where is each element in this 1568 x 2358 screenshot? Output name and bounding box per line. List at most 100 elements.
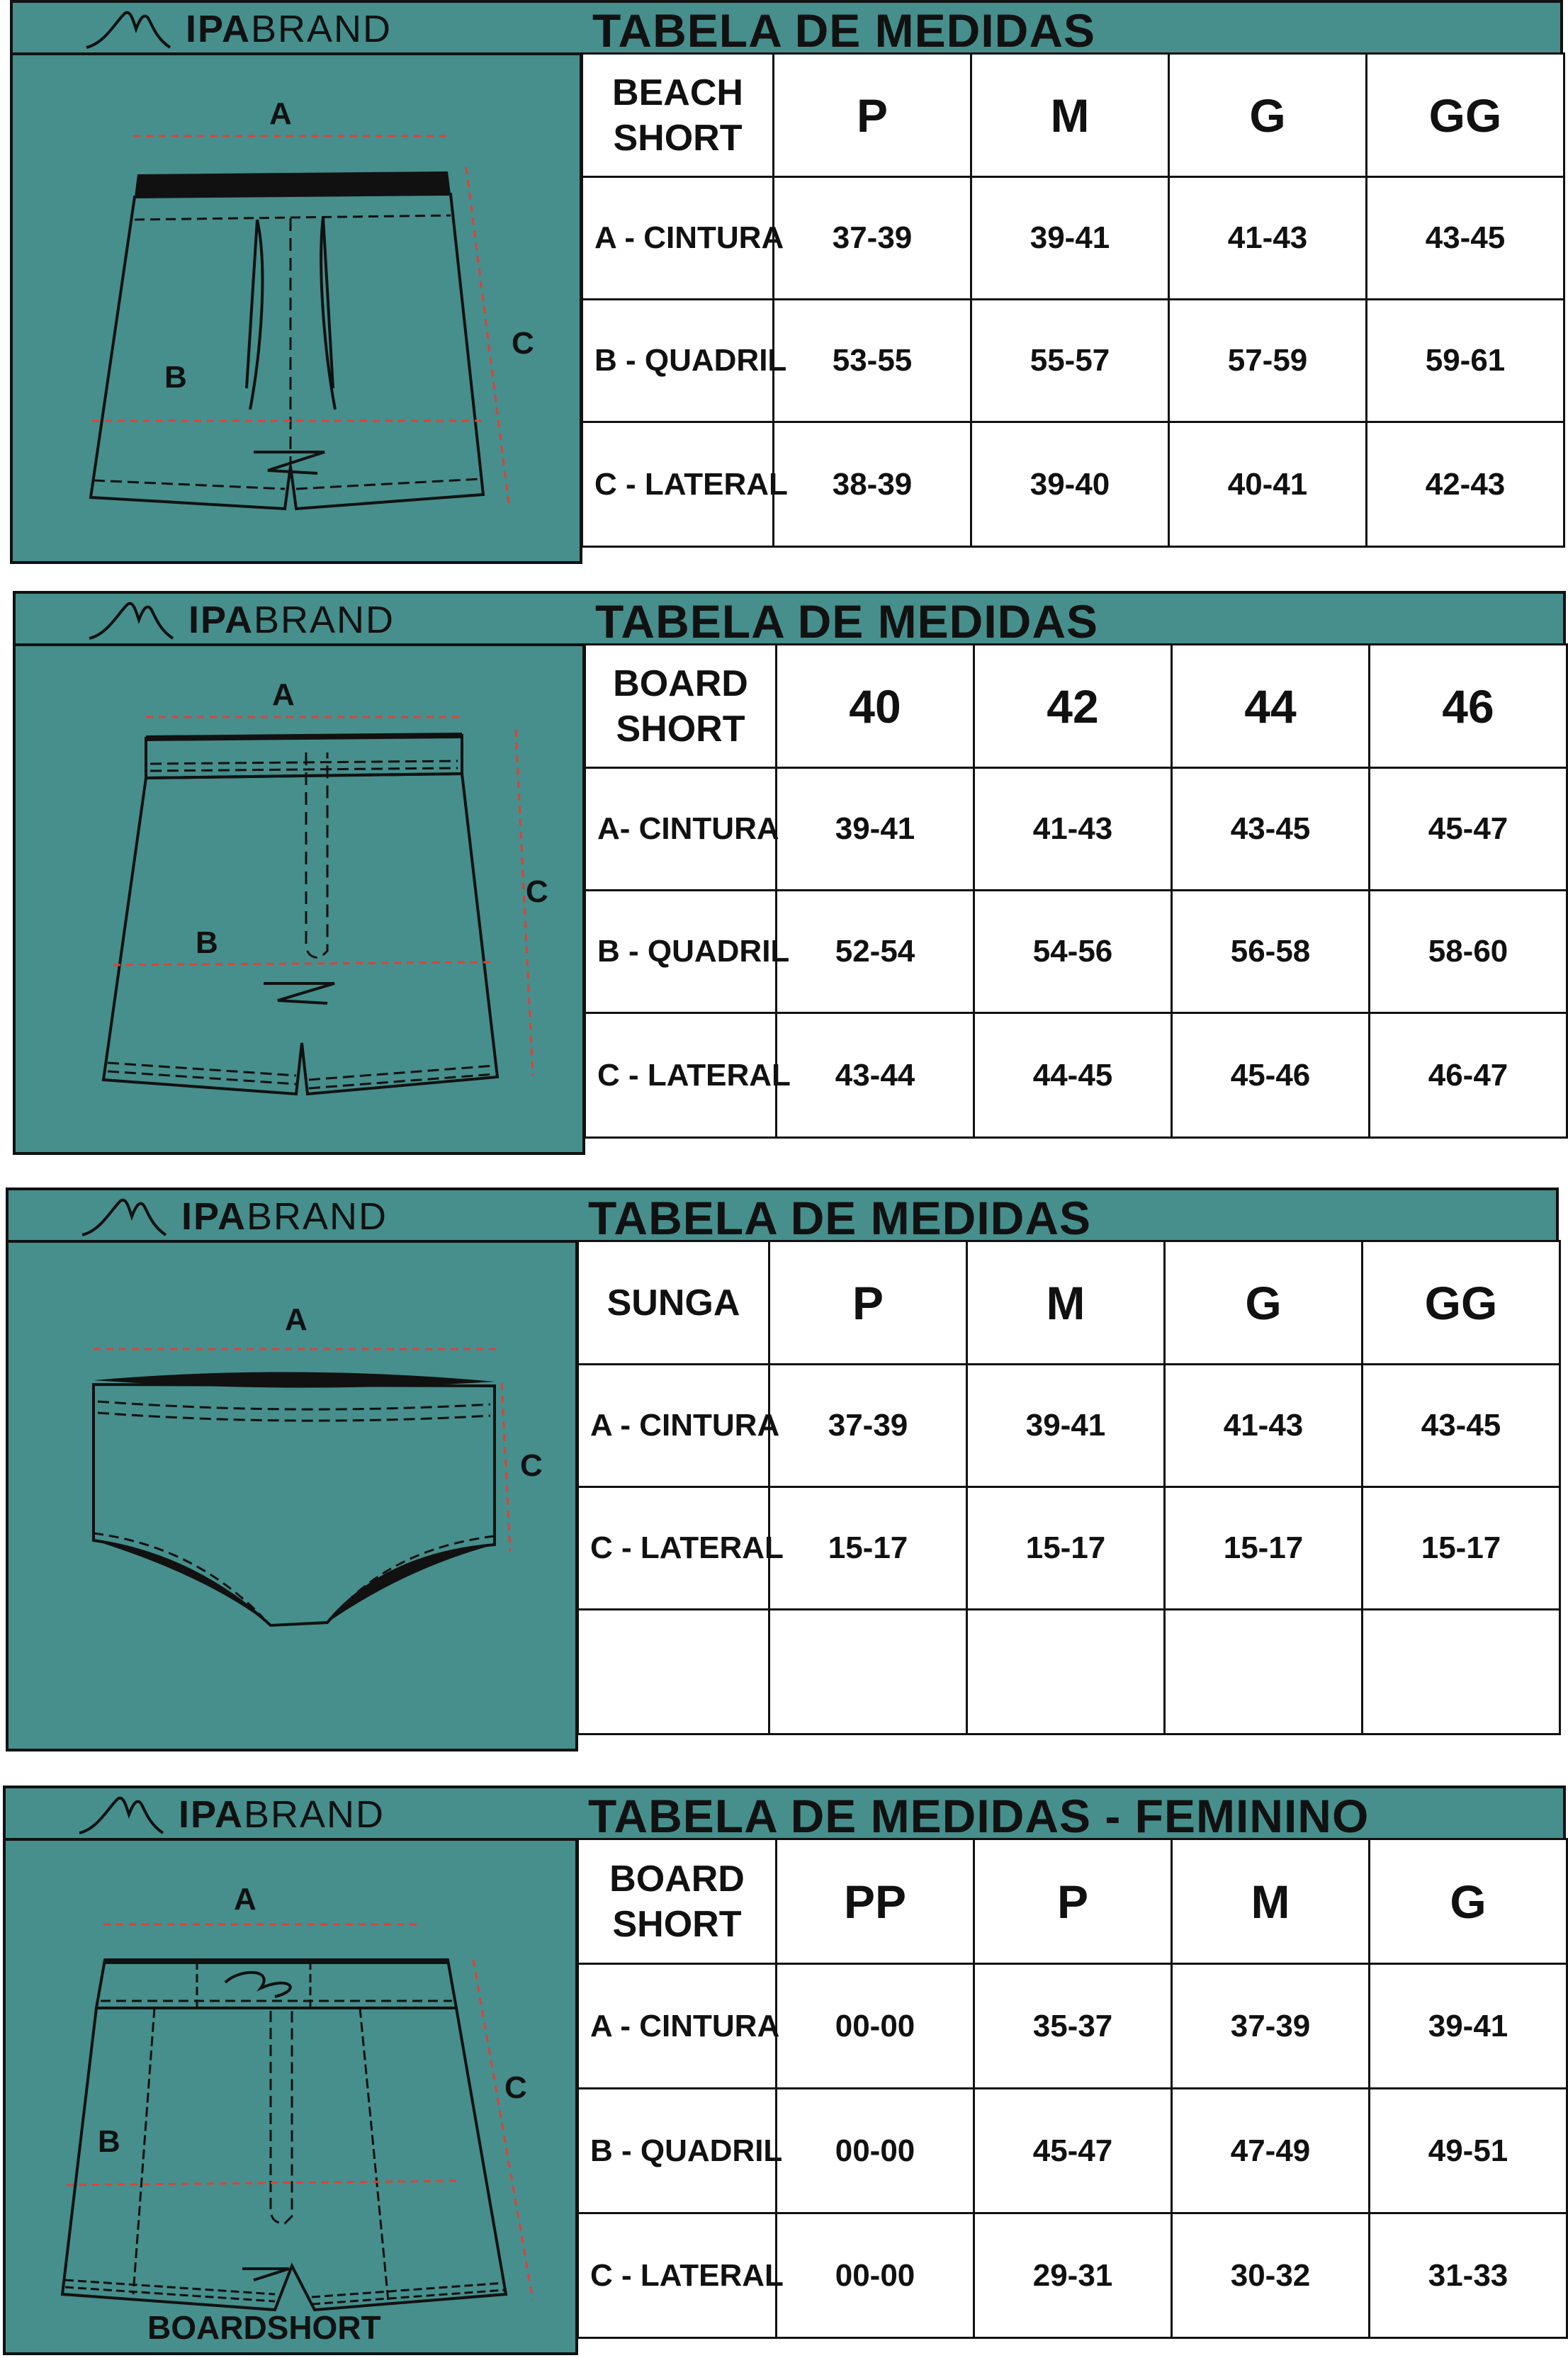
table-cell [1361, 1608, 1561, 1735]
row-label: C - LATERAL [584, 1012, 791, 1139]
diagram-panel: A B C [10, 52, 582, 564]
board-short-diagram [101, 716, 534, 1096]
size-table: BOARD SHORT 40 42 44 46 A- CINTURA 39-41 … [584, 643, 1568, 1139]
label-b: B [98, 2124, 120, 2159]
label-a: A [285, 1302, 308, 1337]
chart-title: TABELA DE MEDIDAS [592, 4, 1095, 57]
table-cell: 38-39 [772, 421, 972, 548]
label-a: A [234, 1882, 256, 1917]
table-cell: 00-00 [775, 2212, 975, 2339]
row-label: B - QUADRIL [577, 2087, 782, 2214]
size-chart-feminino-board-short: IPABRAND TABELA DE MEDIDAS - FEMININO A … [3, 1786, 1568, 2355]
table-cell: 37-39 [772, 176, 972, 300]
size-header: M [966, 1240, 1166, 1365]
label-c: C [512, 326, 534, 361]
mountain-logo-icon [89, 602, 174, 640]
brand-name: IPABRAND [181, 1195, 388, 1238]
table-cell: 15-17 [966, 1486, 1166, 1610]
table-cell: 37-39 [1171, 1963, 1370, 2089]
row-label: A - CINTURA [581, 176, 784, 300]
size-header: 40 [775, 643, 975, 769]
table-cell: 54-56 [973, 889, 1173, 1014]
table-cell: 39-41 [1368, 1963, 1568, 2089]
product-name: BOARD SHORT [577, 1838, 777, 1965]
diagram-panel: A C [6, 1240, 578, 1751]
size-header: M [970, 52, 1170, 178]
table-cell: 15-17 [1163, 1486, 1363, 1610]
label-c: C [504, 2070, 527, 2105]
table-cell: 47-49 [1171, 2087, 1370, 2214]
chart-title: TABELA DE MEDIDAS [595, 595, 1098, 648]
brand-logo: IPABRAND [79, 1195, 388, 1239]
chart-title: TABELA DE MEDIDAS [588, 1192, 1091, 1244]
row-label: C - LATERAL [577, 1486, 784, 1610]
size-header: 44 [1171, 643, 1370, 769]
size-header: G [1368, 1838, 1568, 1965]
table-cell: 41-43 [1168, 176, 1367, 300]
size-header: P [772, 52, 972, 178]
chart-title: TABELA DE MEDIDAS - FEMININO [588, 1790, 1370, 1842]
table-cell: 49-51 [1368, 2087, 1568, 2214]
sunga-diagram [92, 1348, 512, 1628]
label-a: A [272, 677, 295, 712]
table-cell: 46-47 [1368, 1012, 1568, 1139]
diagram-caption: BOARDSHORT [147, 2309, 381, 2346]
table-cell: 39-41 [775, 767, 975, 891]
mountain-logo-icon [79, 1796, 164, 1834]
table-cell: 31-33 [1368, 2212, 1568, 2339]
chart-header: IPABRAND TABELA DE MEDIDAS - FEMININO [3, 1786, 1566, 1841]
brand-logo: IPABRAND [84, 7, 392, 51]
table-cell: 59-61 [1365, 298, 1565, 423]
mountain-logo-icon [86, 11, 171, 49]
row-label: B - QUADRIL [581, 298, 786, 423]
chart-header: IPABRAND TABELA DE MEDIDAS [10, 0, 1563, 55]
product-name: BOARD SHORT [584, 643, 777, 769]
table-cell: 43-45 [1361, 1363, 1561, 1488]
size-header: GG [1361, 1240, 1561, 1365]
table-cell: 58-60 [1368, 889, 1568, 1014]
table-cell: 45-47 [973, 2087, 1173, 2214]
table-cell: 35-37 [973, 1963, 1173, 2089]
row-label: C - LATERAL [577, 2212, 784, 2339]
table-cell: 52-54 [775, 889, 975, 1014]
size-table: SUNGA P M G GG A - CINTURA 37-39 39-41 4… [577, 1240, 1561, 1735]
beach-short-diagram [89, 135, 510, 511]
size-header: 46 [1368, 643, 1568, 769]
table-cell: 37-39 [768, 1363, 968, 1488]
label-c: C [520, 1448, 543, 1483]
size-header: 42 [973, 643, 1173, 769]
size-header: P [973, 1838, 1173, 1965]
table-cell: 39-41 [970, 176, 1170, 300]
chart-header: IPABRAND TABELA DE MEDIDAS [6, 1188, 1559, 1243]
label-b: B [164, 360, 187, 395]
row-label: C - LATERAL [581, 421, 788, 548]
size-header: M [1171, 1838, 1370, 1965]
table-cell: 40-41 [1168, 421, 1367, 548]
feminino-board-short-diagram [60, 1923, 534, 2312]
size-table: BOARD SHORT PP P M G A - CINTURA 00-00 35… [577, 1838, 1568, 2339]
label-b: B [196, 925, 218, 960]
table-cell: 41-43 [973, 767, 1173, 891]
size-chart-sunga: IPABRAND TABELA DE MEDIDAS A C SUNGA P M… [6, 1188, 1561, 1751]
table-cell: 29-31 [973, 2212, 1173, 2339]
table-cell: 42-43 [1365, 421, 1565, 548]
diagram-panel: A B C [13, 643, 585, 1155]
chart-header: IPABRAND TABELA DE MEDIDAS [13, 591, 1566, 646]
table-cell: 39-40 [970, 421, 1170, 548]
brand-name: IPABRAND [186, 8, 393, 50]
size-header: G [1163, 1240, 1363, 1365]
brand-name: IPABRAND [179, 1793, 385, 1836]
table-cell: 41-43 [1163, 1363, 1363, 1488]
table-cell: 53-55 [772, 298, 972, 423]
label-c: C [526, 874, 548, 909]
product-name: BEACH SHORT [581, 52, 774, 178]
table-cell: 39-41 [966, 1363, 1166, 1488]
table-cell: 55-57 [970, 298, 1170, 423]
brand-name: IPABRAND [188, 599, 395, 641]
table-cell: 43-45 [1171, 767, 1370, 891]
size-header: PP [775, 1838, 975, 1965]
table-cell: 44-45 [973, 1012, 1173, 1139]
brand-logo: IPABRAND [86, 598, 395, 642]
row-label [577, 1608, 770, 1735]
table-cell [1163, 1608, 1363, 1735]
